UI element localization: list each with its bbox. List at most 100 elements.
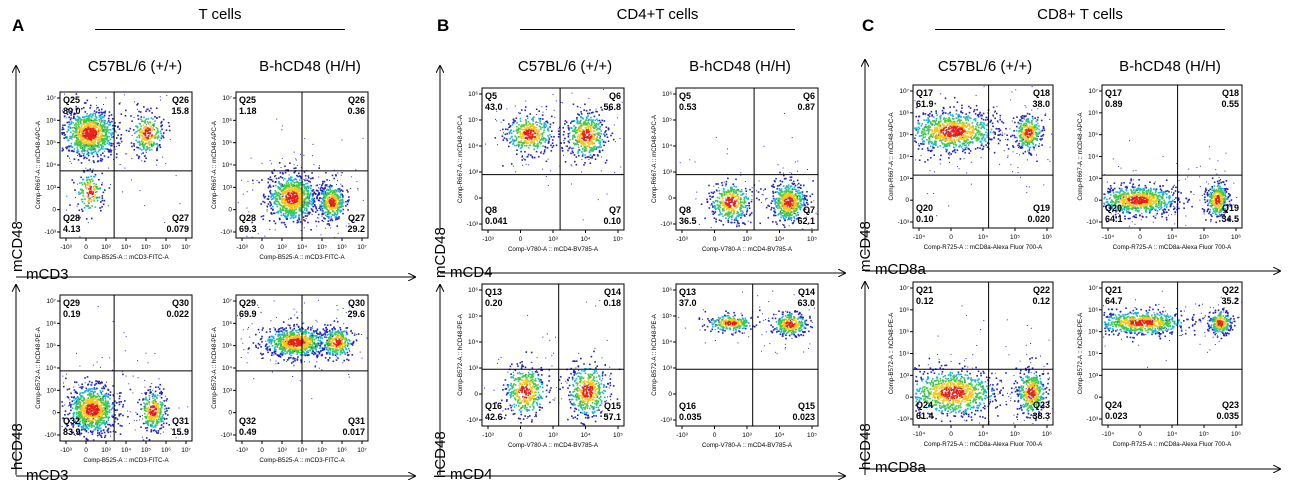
cell-event xyxy=(87,383,90,385)
cell-event xyxy=(80,141,82,144)
cell-event xyxy=(145,415,148,418)
cell-event xyxy=(82,192,85,194)
cell-event xyxy=(149,129,151,131)
cell-event xyxy=(122,406,124,408)
cell-event xyxy=(286,207,288,210)
cell-event xyxy=(296,179,298,181)
cell-event xyxy=(327,210,330,213)
cell-event xyxy=(72,431,75,434)
cell-event xyxy=(72,396,75,399)
cell-event xyxy=(289,217,292,219)
cell-event xyxy=(153,415,155,417)
cell-event xyxy=(102,191,105,194)
cell-event xyxy=(80,188,82,191)
cell-event xyxy=(92,364,94,366)
cell-event xyxy=(79,192,82,195)
cell-event xyxy=(81,427,83,429)
cell-event xyxy=(298,334,301,336)
cell-event xyxy=(330,196,332,199)
cell-event xyxy=(87,115,90,117)
cell-event xyxy=(72,130,74,132)
cell-event xyxy=(271,213,273,215)
cell-event xyxy=(89,179,91,181)
cell-event xyxy=(282,321,285,323)
cell-event xyxy=(161,415,163,418)
cell-event xyxy=(75,119,77,121)
cell-event xyxy=(285,330,288,332)
cell-event xyxy=(326,179,328,181)
cell-event xyxy=(276,198,279,201)
cell-event xyxy=(67,413,69,416)
cell-event xyxy=(327,202,329,205)
cell-event xyxy=(338,206,340,209)
cell-event xyxy=(121,425,123,427)
cell-event xyxy=(350,187,352,189)
cell-event xyxy=(255,344,257,347)
x-axis-label: Comp-B525-A :: mCD3-FITC-A xyxy=(259,254,345,261)
cell-event xyxy=(312,351,314,354)
cell-event xyxy=(93,121,95,123)
cell-event xyxy=(81,198,84,201)
cell-event xyxy=(314,211,317,213)
cell-event xyxy=(71,146,73,148)
cell-event xyxy=(83,143,85,146)
cell-event xyxy=(324,185,327,187)
cell-event xyxy=(88,128,90,131)
cell-event xyxy=(125,153,127,155)
cell-event xyxy=(143,127,145,129)
cell-event xyxy=(91,399,94,402)
cell-event xyxy=(295,158,297,160)
cell-event xyxy=(90,407,92,410)
panel-c-top-y-marker: mCD48 xyxy=(857,221,874,272)
cell-event xyxy=(273,220,275,222)
cell-event xyxy=(328,192,330,195)
cell-event xyxy=(95,126,98,128)
cell-event xyxy=(298,348,301,350)
cell-event xyxy=(293,335,295,337)
cell-event xyxy=(338,209,341,212)
cell-event xyxy=(89,207,92,209)
cell-event xyxy=(292,193,294,196)
cell-event xyxy=(310,184,312,187)
cell-event xyxy=(83,202,86,205)
cell-event xyxy=(106,127,109,130)
cell-event xyxy=(156,136,158,138)
cell-event xyxy=(285,211,288,214)
cell-event xyxy=(65,136,67,139)
cell-event xyxy=(167,414,169,416)
cell-event xyxy=(278,181,280,184)
panel-a-col-head-wt: C57BL/6 (+/+) xyxy=(87,58,183,75)
cell-event xyxy=(324,336,326,338)
cell-event xyxy=(99,391,102,394)
cell-event xyxy=(94,127,96,130)
cell-event xyxy=(135,130,138,133)
cell-event xyxy=(96,119,98,122)
cell-event xyxy=(160,390,162,393)
cell-event xyxy=(142,436,144,438)
cell-event xyxy=(137,114,139,117)
cell-event xyxy=(135,125,137,127)
cell-event xyxy=(281,201,284,203)
cell-event xyxy=(160,433,162,435)
cell-event xyxy=(139,419,141,421)
cell-event xyxy=(273,193,276,195)
cell-event xyxy=(78,144,81,146)
cell-event xyxy=(154,402,157,404)
cell-event xyxy=(330,204,332,206)
cell-event xyxy=(295,181,297,183)
cell-event xyxy=(137,141,139,144)
cell-event xyxy=(305,351,308,353)
cell-event xyxy=(137,401,139,404)
x-axis-label: Comp-B525-A :: mCD3-FITC-A xyxy=(83,254,169,261)
cell-event xyxy=(111,408,113,410)
cell-event xyxy=(84,120,87,123)
cell-event xyxy=(302,345,305,347)
cell-event xyxy=(303,346,306,349)
cell-event xyxy=(116,153,118,155)
cell-event xyxy=(142,141,144,144)
cell-event xyxy=(100,411,103,414)
cell-event xyxy=(69,126,71,128)
cell-event xyxy=(145,129,148,131)
cell-event xyxy=(312,189,315,191)
cell-event xyxy=(65,146,67,149)
